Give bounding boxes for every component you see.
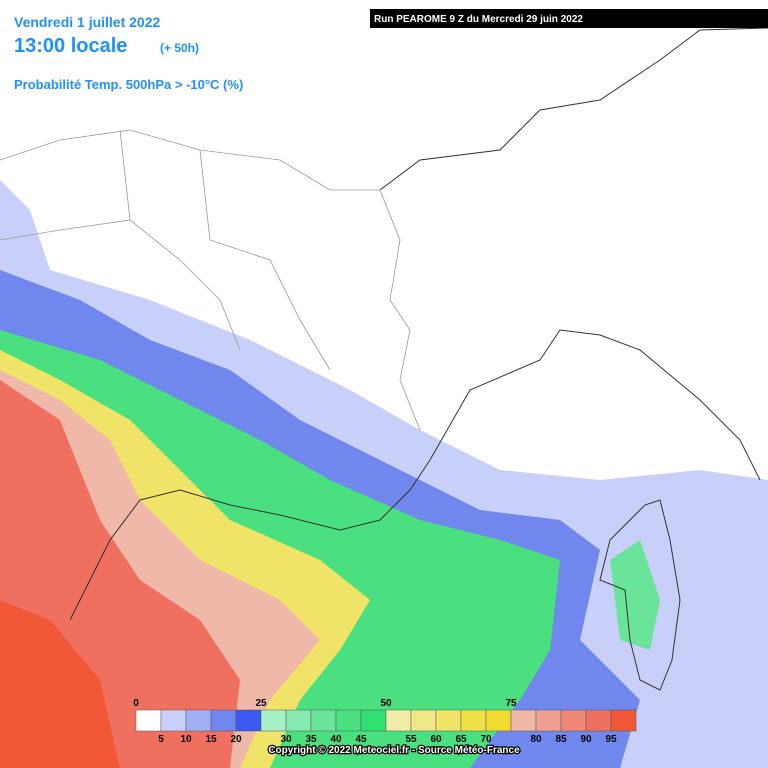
copyright: Copyright © 2022 Meteociel.fr - Source M… [268,745,520,756]
legend-label: 90 [580,734,592,745]
legend-label: 45 [355,734,367,745]
legend-swatch [560,709,587,732]
legend-swatch [460,709,487,732]
legend-label: 50 [380,698,392,709]
legend-label: 40 [330,734,342,745]
legend-swatch [285,709,312,732]
legend-swatch [485,709,512,732]
legend-swatch [235,709,262,732]
legend-swatch [610,709,637,732]
probability-field [0,180,768,768]
legend-label: 60 [430,734,442,745]
legend-swatch [435,709,462,732]
legend-swatch [535,709,562,732]
parameter: Probabilité Temp. 500hPa > -10°C (%) [14,77,243,92]
legend-label: 5 [158,734,164,745]
legend-swatch [310,709,337,732]
legend-swatch [385,709,412,732]
legend-label: 80 [530,734,542,745]
date: Vendredi 1 juillet 2022 [14,14,161,30]
run: Run PEAROME 9 Z du Mercredi 29 juin 2022 [374,14,583,25]
legend-label: 65 [455,734,467,745]
legend-label: 20 [230,734,242,745]
legend-swatch [210,709,237,732]
legend-label: 15 [205,734,217,745]
run-banner [370,9,768,28]
legend: 0 5 10 15 20 25 30 35 40 45 50 55 60 65 70 75 80 85 90 95 [133,698,637,745]
legend-swatch [510,709,537,732]
legend-swatch [260,709,287,732]
legend-label: 0 [133,698,139,709]
legend-label: 10 [180,734,192,745]
time: 13:00 locale [14,35,127,57]
legend-swatch [160,709,187,732]
legend-label: 95 [605,734,617,745]
legend-label: 85 [555,734,567,745]
legend-label: 30 [280,734,292,745]
legend-swatch [335,709,362,732]
legend-swatch [185,709,212,732]
borders [0,129,421,431]
lead-time: (+ 50h) [160,41,199,55]
legend-label: 35 [305,734,317,745]
legend-swatch [360,709,387,732]
legend-swatch [135,709,162,732]
legend-label: 25 [255,698,267,709]
coastlines [69,27,768,691]
legend-label: 55 [405,734,417,745]
legend-label: 75 [505,698,517,709]
legend-swatch [410,709,437,732]
legend-swatch [585,709,612,732]
legend-label: 70 [480,734,492,745]
